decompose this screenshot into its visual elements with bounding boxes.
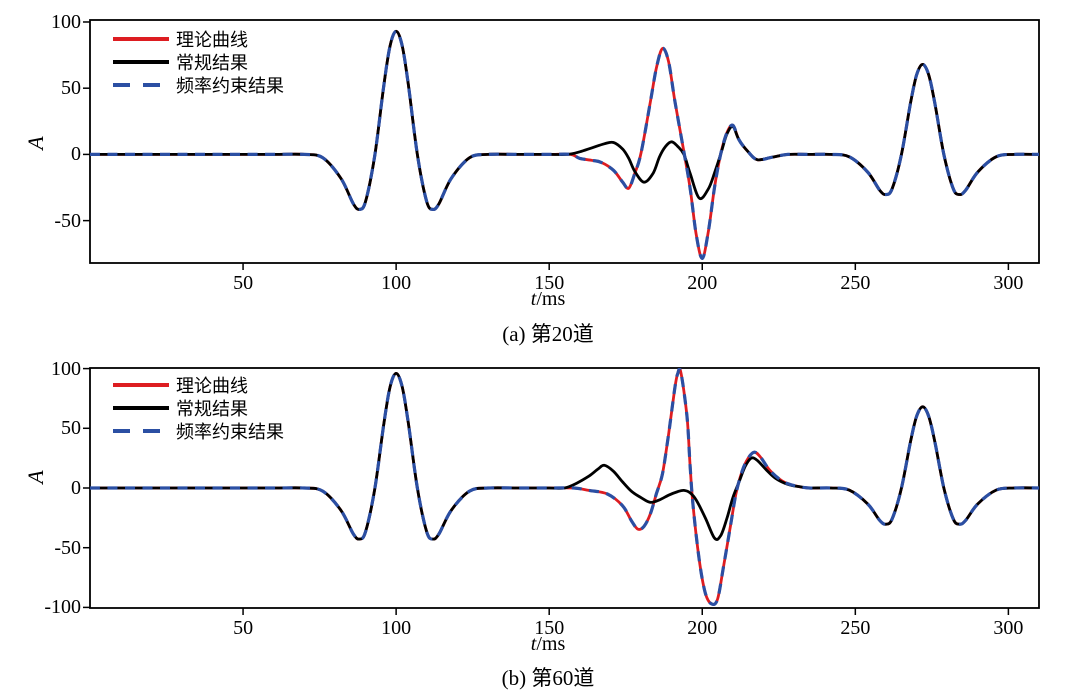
legend-line-icon — [113, 382, 169, 387]
legend-line-icon — [113, 59, 169, 64]
curve-frequency-constrained-a — [90, 29, 1039, 261]
x-axis-variable: t — [530, 288, 537, 310]
x-tick-label-b: 150 — [534, 617, 565, 639]
y-tick-label-b: 100 — [51, 357, 81, 380]
y-tick-label-b: -100 — [44, 596, 81, 619]
legend-line-icon — [113, 36, 169, 41]
x-tick-label-a: 300 — [993, 272, 1024, 294]
x-tick-label-a: 200 — [687, 272, 718, 294]
y-tick-label-a: -50 — [54, 209, 81, 232]
curve-frequency-constrained-b — [90, 368, 1039, 607]
y-tick-label-a: 0 — [71, 143, 81, 166]
x-tick-label-a: 250 — [840, 272, 871, 294]
legend-line-icon — [113, 405, 169, 410]
x-tick-label-b: 250 — [840, 617, 871, 639]
legend-label: 理论曲线 — [176, 29, 248, 50]
x-tick-label-a: 150 — [534, 272, 565, 294]
x-tick-label-b: 50 — [233, 617, 254, 639]
legend-item-频率约束结果: 频率约束结果 — [112, 419, 284, 442]
y-tick-label-a: 50 — [61, 77, 81, 100]
legend-label: 频率约束结果 — [176, 421, 284, 442]
x-tick-label-b: 300 — [993, 617, 1024, 639]
legend-item-理论曲线: 理论曲线 — [112, 373, 284, 396]
legend-panel-a: 理论曲线 常规结果 频率约束结果 — [112, 27, 284, 96]
legend-item-频率约束结果: 频率约束结果 — [112, 73, 284, 96]
x-axis-label-b: t/ms — [530, 633, 566, 655]
legend-item-常规结果: 常规结果 — [112, 396, 284, 419]
legend-label: 理论曲线 — [176, 375, 248, 396]
legend-line-icon — [113, 428, 169, 433]
caption-panel-a: (a) 第20道 — [502, 322, 594, 346]
x-tick-label-a: 50 — [233, 272, 254, 294]
legend-item-常规结果: 常规结果 — [112, 50, 284, 73]
legend-label: 常规结果 — [176, 52, 248, 73]
legend-item-理论曲线: 理论曲线 — [112, 27, 284, 50]
x-axis-label-a: t/ms — [530, 288, 566, 310]
x-axis-variable: t — [530, 633, 537, 655]
x-tick-label-b: 100 — [381, 617, 412, 639]
legend-line-icon — [113, 82, 169, 87]
x-tick-label-a: 100 — [381, 272, 412, 294]
plot-border-a — [89, 19, 1040, 264]
y-tick-label-b: -50 — [54, 536, 81, 559]
y-tick-label-b: 50 — [61, 417, 81, 440]
x-tick-label-b: 200 — [687, 617, 718, 639]
y-tick-label-a: 100 — [51, 10, 81, 33]
legend-label: 频率约束结果 — [176, 75, 284, 96]
y-tick-label-b: 0 — [71, 477, 81, 499]
legend-panel-b: 理论曲线 常规结果 频率约束结果 — [112, 373, 284, 442]
caption-panel-b: (b) 第60道 — [501, 666, 595, 690]
legend-label: 常规结果 — [176, 398, 248, 419]
